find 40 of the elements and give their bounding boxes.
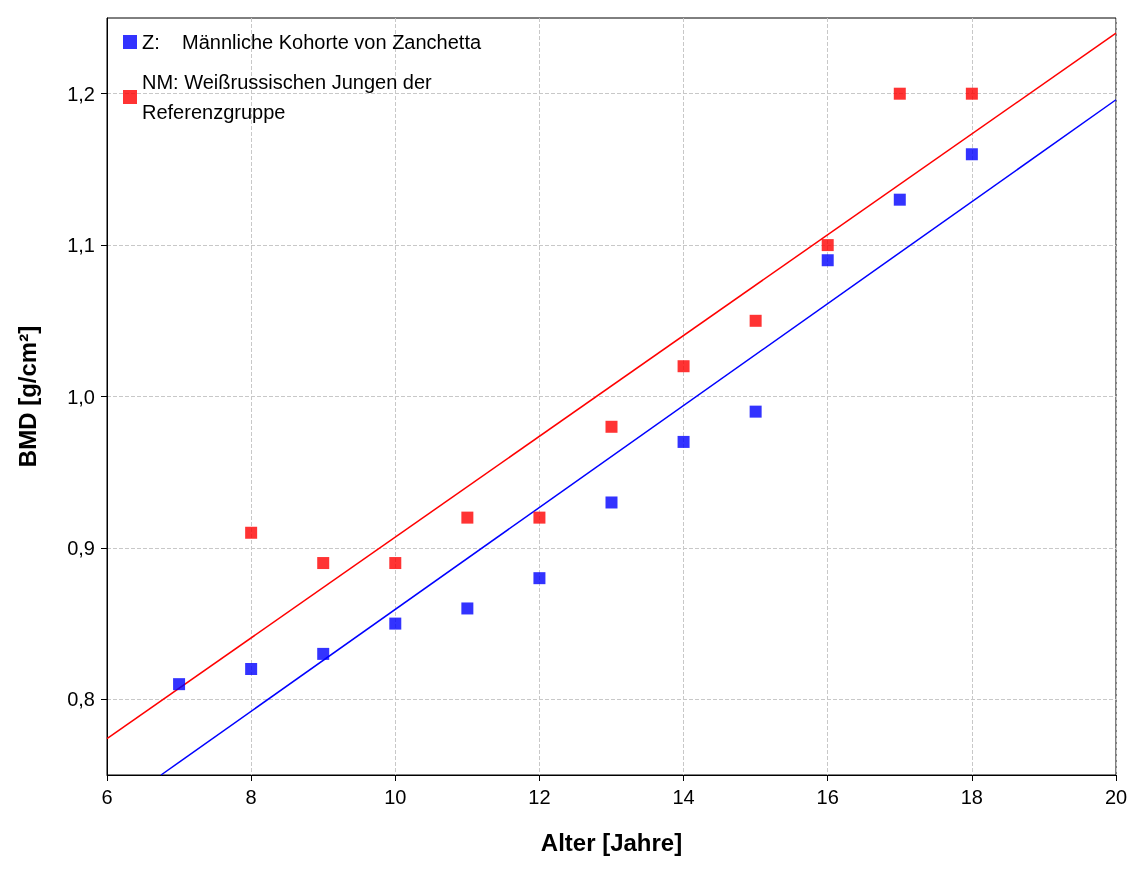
point	[389, 557, 402, 570]
point	[389, 617, 402, 630]
y-tick-label: 1,1	[67, 234, 95, 257]
point	[821, 254, 834, 267]
point	[605, 420, 618, 433]
x-tick-label: 20	[1104, 786, 1128, 808]
legend-label: NM: Weißrussischen Jungen der Referenzgruppe	[142, 71, 433, 123]
point	[605, 496, 618, 509]
x-tick-label: 10	[384, 786, 407, 808]
point	[245, 663, 258, 676]
point	[965, 148, 978, 161]
y-tick-label: 1,2	[67, 82, 95, 105]
legend-label: Z: Männliche Kohorte von Zanchetta	[142, 31, 482, 53]
y-axis-title: BMD [g/cm²]	[13, 325, 41, 468]
x-axis-title: Alter [Jahre]	[540, 828, 683, 856]
x-tick-label: 12	[528, 786, 551, 808]
point	[749, 405, 762, 418]
x-tick-label: 14	[672, 786, 695, 808]
x-tick-label: 16	[816, 786, 839, 808]
point	[173, 678, 186, 691]
x-tick-label: 6	[101, 786, 113, 808]
y-tick-label: 0,8	[67, 688, 95, 711]
point	[245, 526, 258, 539]
point	[677, 360, 690, 373]
x-tick-label: 18	[960, 786, 983, 808]
point	[893, 87, 906, 100]
point	[533, 572, 546, 585]
point	[461, 511, 474, 524]
x-tick-label: 8	[245, 786, 257, 808]
point	[677, 435, 690, 448]
point	[317, 647, 330, 660]
point	[749, 314, 762, 327]
point	[461, 602, 474, 615]
y-tick-label: 1,0	[67, 385, 95, 408]
y-tick-label: 0,9	[67, 536, 95, 559]
point	[893, 193, 906, 206]
point	[821, 239, 834, 252]
point	[317, 557, 330, 570]
point	[533, 511, 546, 524]
point	[965, 87, 978, 100]
